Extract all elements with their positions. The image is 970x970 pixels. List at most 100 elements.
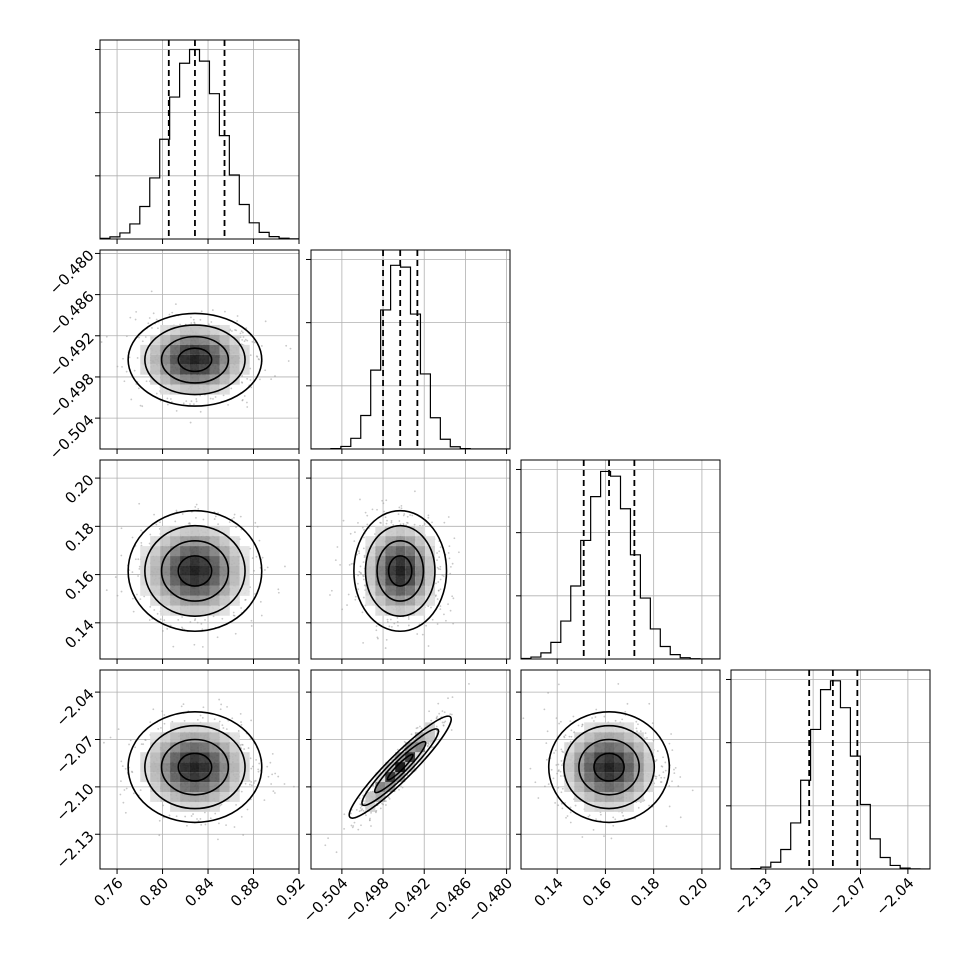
density-cell [180, 722, 190, 733]
density-cell [199, 324, 210, 335]
density-cell [209, 742, 220, 753]
sample-point [250, 619, 253, 622]
density-cell [229, 565, 240, 576]
sample-point [397, 513, 400, 516]
sample-point [224, 310, 226, 313]
sample-point [436, 715, 439, 718]
sample-point [181, 626, 183, 629]
sample-point [436, 623, 439, 625]
sample-point [250, 780, 253, 783]
sample-point [221, 724, 224, 727]
sample-point [449, 565, 452, 568]
sample-point [292, 785, 295, 788]
density-2-1 [329, 490, 460, 649]
sample-point [130, 770, 133, 773]
sample-point [362, 575, 365, 578]
sample-point [139, 404, 142, 407]
density-cell [189, 605, 200, 616]
sample-point [358, 797, 361, 800]
sample-point [123, 380, 126, 383]
density-cell [219, 575, 230, 586]
sample-point [239, 336, 242, 339]
sample-point [253, 341, 256, 344]
density-cell [229, 556, 240, 566]
sample-point [336, 546, 339, 548]
density-cell [180, 334, 190, 345]
sample-point [449, 572, 452, 575]
sample-point [253, 782, 255, 784]
sample-point [360, 824, 362, 827]
sample-point [350, 812, 352, 815]
contour-level [144, 724, 246, 810]
sample-point [361, 611, 364, 614]
density-cell [229, 374, 240, 385]
density-cell [160, 374, 171, 385]
sample-point [247, 747, 250, 749]
sample-point [409, 514, 411, 516]
sample-point [354, 598, 357, 601]
sample-point [192, 318, 195, 321]
sample-point [214, 515, 217, 518]
density-cell [365, 575, 376, 586]
density-cell [405, 526, 416, 537]
density-cell [229, 742, 240, 753]
sample-point [140, 541, 143, 544]
sample-point [343, 813, 346, 816]
sample-point [370, 825, 372, 827]
sample-point [228, 521, 231, 524]
sample-point [241, 331, 244, 334]
density-cell [219, 772, 230, 783]
density-cell [180, 732, 190, 743]
sample-point [386, 618, 389, 621]
sample-point [240, 721, 242, 723]
density-cell [375, 565, 386, 576]
density-cell [170, 324, 181, 335]
density-cell [180, 536, 190, 547]
sample-point [140, 743, 143, 746]
sample-point [236, 315, 239, 317]
y-tick-label: −2.10 [52, 780, 97, 825]
density-cell [140, 546, 151, 557]
panel-2-1 [306, 459, 511, 664]
sample-point [242, 336, 245, 338]
sample-point [233, 516, 235, 519]
sample-point [277, 591, 280, 594]
sample-point [400, 504, 403, 507]
sample-point [180, 705, 183, 708]
sample-point [370, 812, 372, 814]
sample-point [407, 624, 410, 627]
sample-point [382, 767, 385, 770]
density-cell [170, 546, 181, 557]
density-cell [199, 526, 210, 537]
density-cell [189, 526, 200, 537]
sample-point [158, 834, 161, 837]
density-cell [229, 354, 240, 365]
sample-point [201, 628, 204, 631]
x-tick-label: 0.84 [181, 874, 217, 910]
density-cell [239, 344, 250, 355]
density-cell [375, 546, 386, 557]
sample-point [450, 729, 453, 731]
sample-point [377, 637, 379, 640]
sample-point [350, 824, 353, 827]
panel-3-0: −2.13−2.10−2.07−2.040.76 0.80 0.84 0.88 0.92 [52, 669, 309, 910]
sample-point [257, 358, 260, 360]
sample-point [334, 559, 337, 562]
sample-point [210, 321, 213, 323]
sample-point [277, 775, 280, 778]
sample-point [407, 618, 410, 620]
sample-point [390, 521, 393, 524]
density-cell [199, 792, 210, 802]
sample-point [443, 711, 446, 714]
sample-point [407, 616, 410, 618]
contour-level [160, 738, 230, 796]
sample-point [200, 824, 203, 826]
density-cell [170, 801, 181, 812]
sample-point [195, 516, 197, 519]
sample-point [131, 571, 134, 574]
sample-point [398, 506, 401, 509]
sample-point [413, 523, 416, 526]
density-cell [170, 364, 181, 375]
sample-point [175, 409, 178, 412]
sample-point [357, 588, 360, 591]
